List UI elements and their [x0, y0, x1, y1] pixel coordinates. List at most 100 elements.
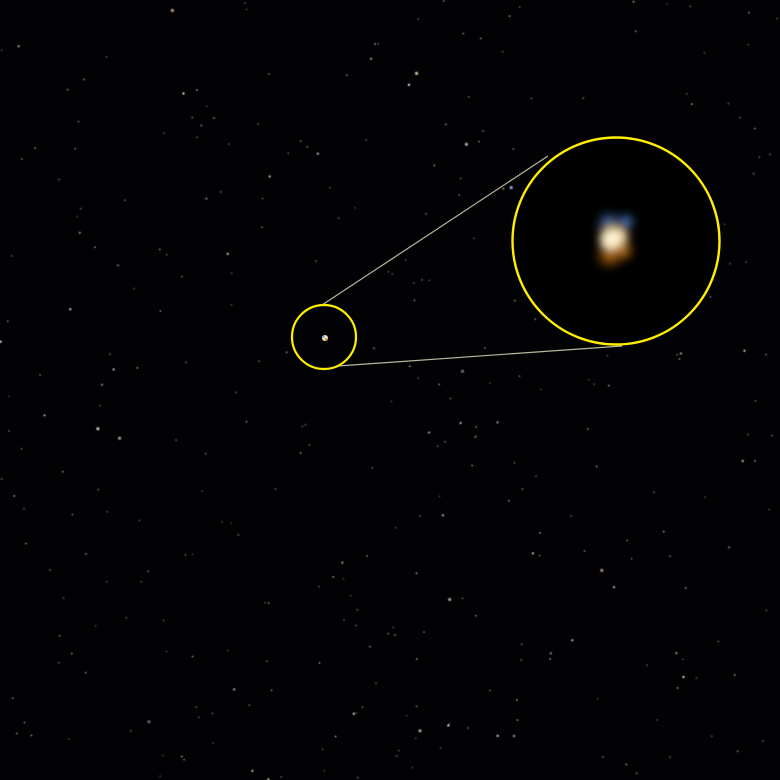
star — [133, 287, 135, 290]
star — [261, 226, 263, 228]
star — [496, 421, 499, 424]
star — [206, 105, 208, 108]
star — [369, 645, 371, 648]
star — [1, 49, 3, 51]
star — [406, 714, 408, 717]
star — [462, 32, 465, 35]
star — [768, 508, 771, 511]
star — [23, 507, 25, 510]
star — [635, 772, 638, 774]
star — [147, 720, 151, 724]
star — [520, 659, 522, 661]
star — [10, 255, 13, 257]
star — [461, 597, 464, 600]
star — [101, 383, 104, 386]
star — [130, 730, 132, 732]
star — [118, 436, 122, 440]
star — [415, 572, 418, 574]
star — [597, 698, 599, 700]
magnified-inset — [512, 137, 720, 345]
star — [496, 734, 499, 738]
star — [762, 740, 764, 742]
star — [606, 354, 609, 357]
star — [71, 513, 74, 516]
star — [181, 275, 183, 278]
star — [315, 260, 317, 262]
star — [245, 421, 248, 423]
star — [392, 626, 394, 629]
star — [354, 207, 356, 209]
star — [473, 237, 475, 239]
magnified-inset-circle — [511, 136, 721, 346]
star — [306, 146, 308, 148]
star — [191, 553, 194, 556]
star — [703, 52, 706, 54]
star — [587, 428, 589, 430]
star — [245, 8, 248, 11]
star — [769, 153, 771, 156]
star — [391, 273, 393, 275]
star — [765, 354, 767, 356]
target-object — [322, 335, 328, 341]
star — [413, 282, 415, 284]
star — [371, 467, 373, 469]
star — [361, 706, 364, 708]
star — [539, 532, 541, 534]
star — [280, 776, 282, 778]
star — [244, 2, 246, 4]
star — [78, 231, 81, 234]
star — [366, 555, 368, 557]
star — [512, 148, 515, 150]
star — [534, 318, 536, 320]
star — [475, 615, 477, 617]
star — [571, 639, 574, 642]
star — [679, 352, 683, 355]
star — [417, 377, 419, 379]
star — [748, 12, 750, 14]
star — [373, 347, 375, 349]
star — [745, 261, 747, 263]
star — [387, 271, 390, 273]
star — [346, 74, 348, 76]
star — [58, 178, 60, 181]
star — [68, 738, 70, 740]
star — [776, 18, 778, 20]
star — [678, 358, 681, 360]
star — [125, 617, 128, 619]
star — [85, 553, 87, 555]
star — [323, 770, 326, 772]
star — [635, 30, 637, 32]
star — [183, 758, 185, 761]
star — [516, 699, 518, 701]
star — [16, 732, 18, 735]
star — [445, 123, 447, 126]
star — [196, 136, 198, 139]
star — [34, 147, 36, 149]
star — [521, 643, 523, 645]
star — [106, 581, 108, 583]
star — [771, 434, 773, 437]
star — [704, 496, 706, 498]
star — [74, 148, 76, 150]
star — [350, 594, 352, 597]
star — [80, 207, 82, 210]
star — [166, 254, 168, 256]
star — [743, 349, 746, 352]
star — [518, 375, 521, 377]
star — [332, 576, 334, 578]
star — [237, 534, 240, 536]
star — [653, 491, 655, 493]
star — [377, 43, 379, 45]
star — [425, 213, 427, 215]
star — [341, 561, 344, 564]
star — [231, 272, 233, 274]
star — [106, 511, 109, 513]
star — [436, 445, 439, 447]
star — [669, 756, 671, 758]
star — [394, 634, 396, 636]
star — [94, 625, 97, 627]
star — [415, 705, 418, 707]
star — [663, 530, 665, 533]
star — [612, 586, 616, 589]
